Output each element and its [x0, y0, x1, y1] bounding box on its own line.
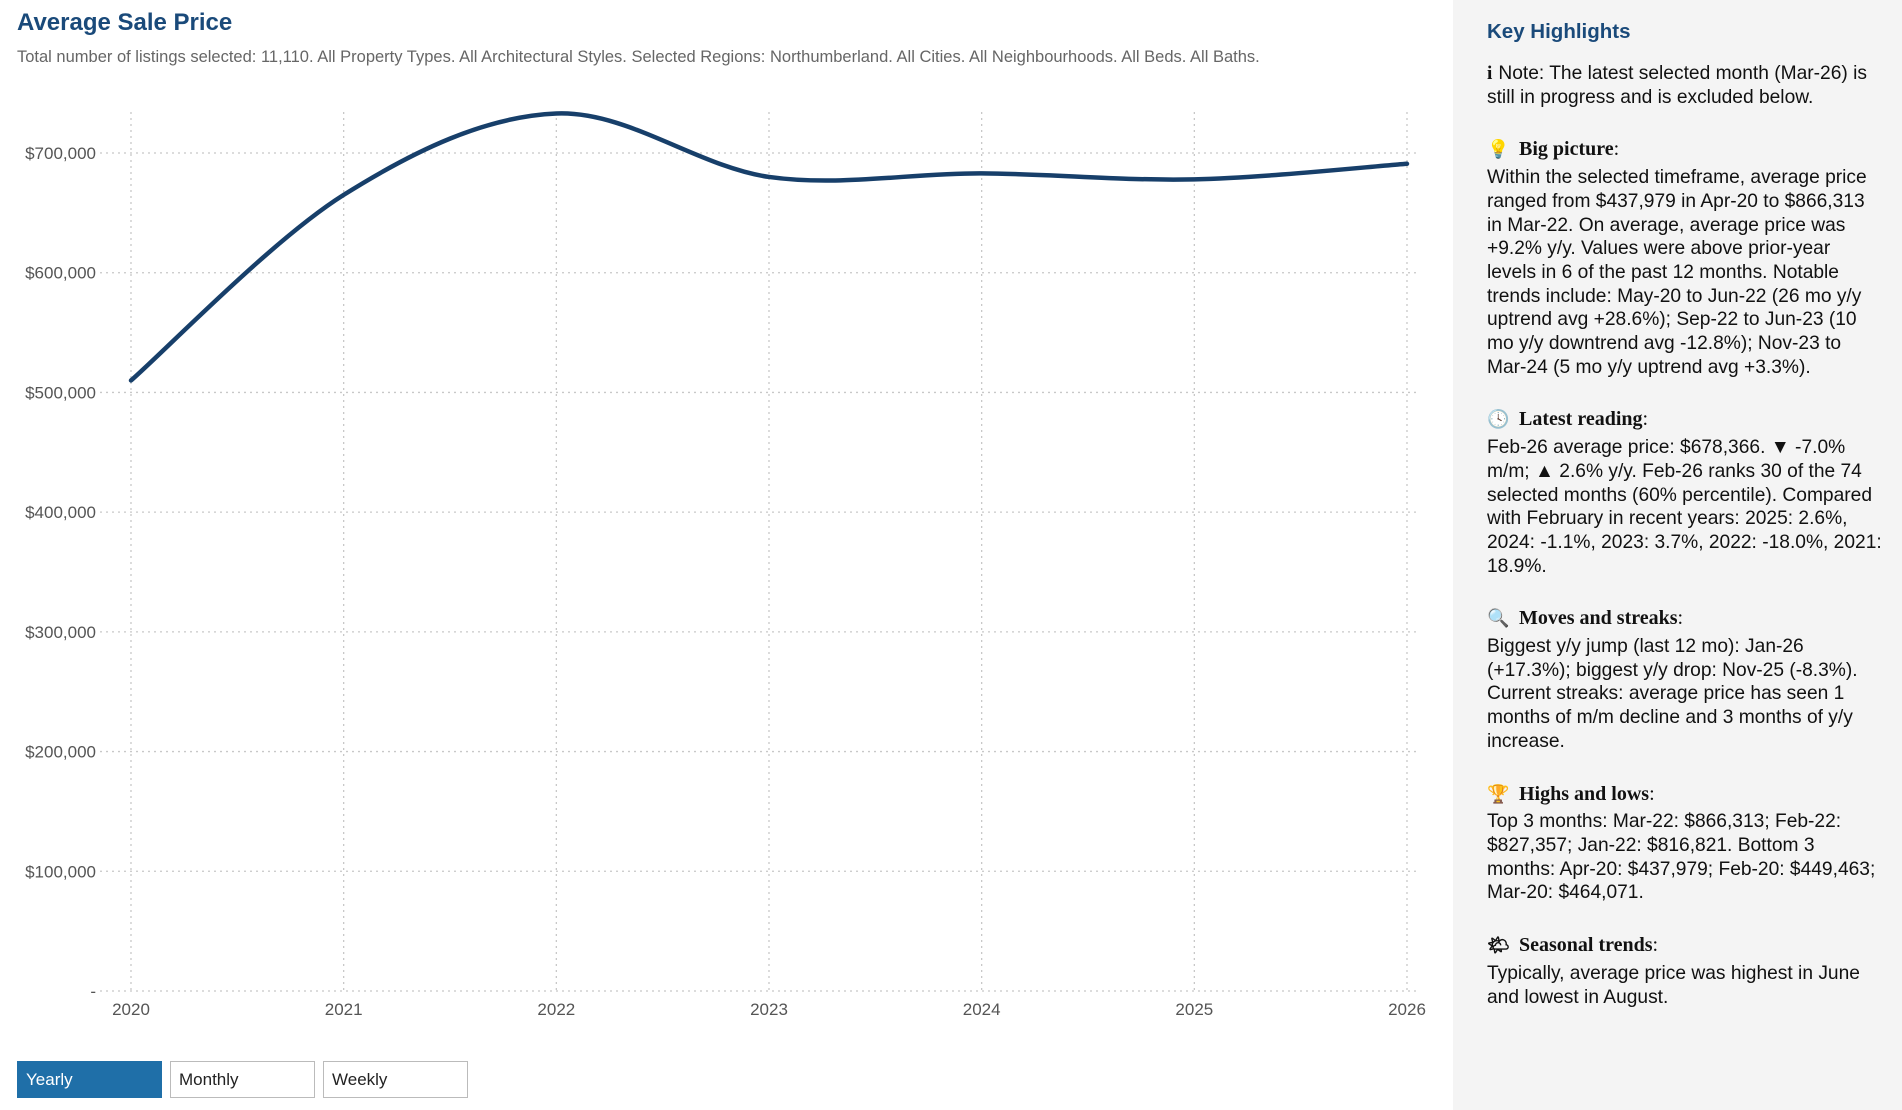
section-title: Moves and streaks: [1519, 607, 1678, 630]
y-tick-label: $700,000: [25, 144, 96, 163]
clock-icon: 🕓: [1487, 409, 1510, 430]
section-text: Feb-26 average price: $678,366. ▼ -7.0% …: [1487, 437, 1882, 577]
x-tick-label: 2021: [325, 1000, 363, 1019]
panel-title: Key Highlights: [1487, 20, 1631, 43]
x-tick-label: 2022: [537, 1000, 575, 1019]
info-icon: i: [1487, 63, 1493, 84]
section-title: Latest reading: [1519, 408, 1643, 431]
line-chart: - $100,000 $200,000 $300,000 $400,000 $500,00…: [25, 111, 1426, 1019]
section-text: Within the selected timeframe, average p…: [1487, 167, 1867, 378]
section-heading: 🌤 Seasonal trends:: [1487, 934, 1884, 958]
note-text: Note: The latest selected month (Mar-26)…: [1487, 63, 1867, 108]
highlight-section: 💡 Big picture: Within the selected timefra…: [1487, 138, 1884, 379]
weekly-button[interactable]: Weekly: [323, 1061, 468, 1098]
section-title: Highs and lows: [1519, 782, 1650, 805]
section-text: Top 3 months: Mar-22: $866,313; Feb-22: …: [1487, 811, 1876, 904]
section-heading: 💡 Big picture:: [1487, 138, 1884, 162]
section-heading: 🔍 Moves and streaks:: [1487, 607, 1884, 631]
filter-summary: Total number of listings selected: 11,11…: [17, 48, 1260, 66]
colon: :: [1652, 934, 1659, 957]
highlight-section: 🌤 Seasonal trends: Typically, average pric…: [1487, 934, 1884, 1009]
section-title: Seasonal trends: [1519, 934, 1653, 957]
section-title: Big picture: [1519, 138, 1614, 161]
y-tick-label: -: [90, 982, 96, 1001]
key-highlights-panel: Key Highlights i Note: The latest selecte…: [1453, 0, 1902, 1110]
x-tick-label: 2024: [963, 1000, 1001, 1019]
series-line-average-price: [128, 111, 1410, 383]
magnifier-icon: 🔍: [1487, 608, 1510, 629]
note: i Note: The latest selected month (Mar-26…: [1487, 62, 1884, 109]
x-tick-label: 2025: [1175, 1000, 1213, 1019]
highlight-section: 🕓 Latest reading: Feb-26 average price: $6…: [1487, 408, 1884, 578]
highlight-section: 🏆 Highs and lows: Top 3 months: Mar-22: $8…: [1487, 783, 1884, 906]
y-tick-label: $200,000: [25, 743, 96, 762]
y-tick-label: $100,000: [25, 862, 96, 881]
page-title: Average Sale Price: [17, 9, 233, 36]
x-tick-label: 2023: [750, 1000, 788, 1019]
sun-cloud-icon: 🌤: [1487, 935, 1510, 956]
colon: :: [1642, 408, 1649, 431]
section-text: Typically, average price was highest in …: [1487, 962, 1860, 1008]
yearly-button[interactable]: Yearly: [17, 1061, 162, 1098]
y-tick-label: $500,000: [25, 383, 96, 402]
section-heading: 🕓 Latest reading:: [1487, 408, 1884, 432]
colon: :: [1649, 782, 1655, 805]
monthly-button[interactable]: Monthly: [170, 1061, 315, 1098]
section-heading: 🏆 Highs and lows:: [1487, 783, 1884, 807]
trophy-icon: 🏆: [1487, 783, 1510, 804]
y-tick-label: $600,000: [25, 264, 96, 283]
colon: :: [1677, 607, 1684, 630]
section-text: Biggest y/y jump (last 12 mo): Jan-26 (+…: [1487, 636, 1858, 752]
y-tick-label: $300,000: [25, 623, 96, 642]
highlight-section: 🔍 Moves and streaks: Biggest y/y jump (las…: [1487, 607, 1884, 753]
y-tick-label: $400,000: [25, 503, 96, 522]
x-tick-label: 2026: [1388, 1000, 1426, 1019]
colon: :: [1613, 138, 1620, 161]
lightbulb-icon: 💡: [1487, 139, 1510, 160]
x-tick-label: 2020: [112, 1000, 150, 1019]
